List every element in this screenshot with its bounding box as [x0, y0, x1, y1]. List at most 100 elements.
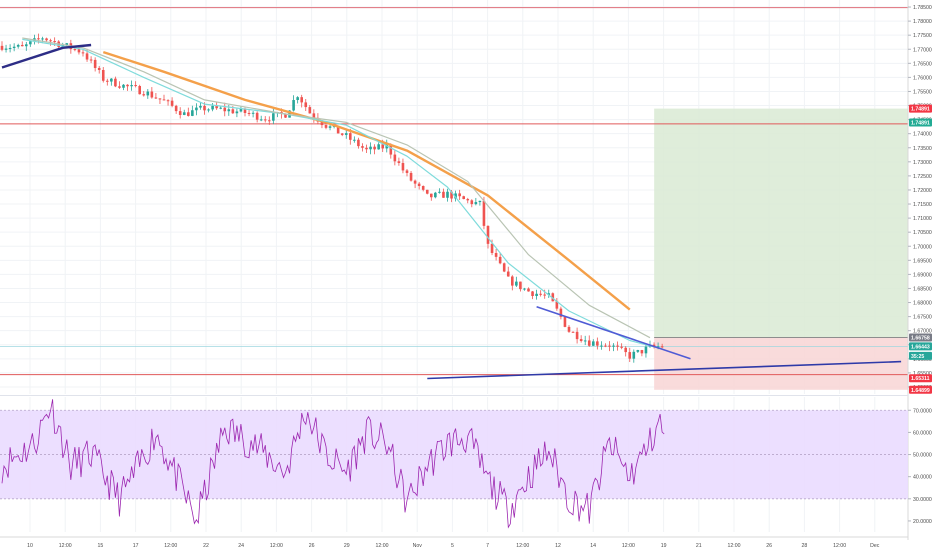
candle-body — [377, 144, 380, 150]
price-axis-label: 1.76000 — [913, 75, 932, 81]
candle-body — [158, 98, 162, 100]
candle-body — [369, 146, 372, 150]
candle-body — [97, 67, 101, 70]
candle-body — [353, 139, 356, 141]
candle-body — [349, 133, 352, 140]
price-axis-label: 1.72000 — [913, 188, 932, 194]
price-axis-label: 1.74000 — [913, 132, 932, 138]
candle-body — [8, 48, 12, 50]
time-axis-label: 12:00 — [59, 543, 72, 549]
rsi-line — [1, 399, 665, 529]
candle-body — [490, 243, 494, 253]
candle-body — [511, 276, 514, 286]
candle-body — [596, 341, 599, 346]
candle-body — [268, 120, 271, 122]
price-axis-label: 1.78500 — [913, 5, 932, 11]
candle-body — [138, 85, 141, 95]
candle-body — [118, 86, 121, 88]
candle-body — [478, 200, 482, 203]
candle-body — [401, 163, 405, 171]
price-tag — [909, 342, 932, 351]
candle-body — [37, 38, 40, 40]
candle-body — [4, 48, 8, 50]
candle-body — [182, 112, 186, 115]
candle-body — [636, 350, 640, 352]
candle-body — [506, 271, 510, 277]
price-axis-label: 1.67000 — [913, 329, 932, 335]
candle-body — [292, 100, 295, 111]
candle-body — [211, 105, 214, 110]
candle-body — [454, 193, 457, 199]
candle-body — [207, 109, 210, 111]
position-target-zone[interactable] — [654, 108, 908, 338]
candle-body — [12, 46, 16, 49]
time-axis-label: 15 — [98, 543, 104, 549]
candle-body — [255, 112, 259, 120]
time-axis-label: 28 — [802, 543, 808, 549]
candle-body — [41, 38, 44, 40]
time-axis-label: Dec — [870, 543, 880, 549]
candle-body — [434, 192, 437, 198]
price-axis-label: 1.70000 — [913, 244, 932, 250]
candle-body — [243, 108, 247, 113]
time-axis-label: 12:00 — [270, 543, 283, 549]
candle-body — [640, 350, 644, 354]
candle-body — [425, 189, 429, 194]
time-axis-label: 22 — [203, 543, 209, 549]
rsi-axis-label: 30.0000 — [913, 497, 932, 503]
rsi-axis-label: 40.0000 — [913, 475, 932, 481]
price-tag-label: 35:25 — [911, 354, 924, 360]
candle-body — [29, 41, 32, 45]
candle-body — [583, 340, 587, 342]
candle-body — [519, 281, 522, 290]
position-stop-zone[interactable] — [654, 337, 908, 390]
candle-body — [150, 91, 154, 98]
candle-body — [101, 69, 105, 81]
time-axis-label: 29 — [344, 543, 350, 549]
time-axis-label: 12 — [555, 543, 561, 549]
time-axis-label: 12:00 — [516, 543, 529, 549]
price-axis-label: 1.69000 — [913, 272, 932, 278]
candle-body — [486, 225, 490, 244]
candle-body — [474, 202, 478, 205]
candle-body — [166, 100, 170, 102]
moving-average-line — [1, 43, 92, 69]
candle-body — [324, 125, 328, 128]
candle-body — [357, 139, 360, 147]
trendline — [427, 360, 902, 380]
candle-body — [239, 108, 243, 112]
candle-body — [340, 133, 344, 135]
price-axis-label: 1.71000 — [913, 216, 932, 222]
candle-body — [170, 100, 174, 106]
candle-body — [203, 105, 206, 111]
candle-body — [77, 49, 81, 53]
candle-body — [656, 346, 660, 348]
candle-body — [624, 347, 627, 353]
candle-body — [247, 112, 251, 114]
candle-body — [498, 256, 502, 264]
candle-body — [579, 339, 583, 342]
price-tag — [909, 118, 932, 127]
candle-body — [73, 49, 77, 51]
candle-body — [612, 345, 615, 347]
candle-body — [563, 316, 567, 327]
rsi-axis-label: 50.0000 — [913, 453, 932, 459]
candle-body — [126, 84, 129, 87]
candle-body — [300, 97, 303, 103]
candle-body — [284, 114, 287, 118]
candle-body — [219, 107, 222, 109]
candle-body — [515, 281, 518, 286]
candle-body — [604, 345, 607, 347]
candle-body — [146, 91, 150, 96]
candle-body — [413, 180, 417, 184]
moving-average-line — [102, 50, 631, 311]
candle-body — [312, 113, 316, 118]
candle-body — [93, 59, 97, 68]
time-axis-label: Nov — [413, 543, 423, 549]
moving-average-line — [22, 38, 663, 350]
candle-body — [446, 191, 449, 198]
candle-body — [199, 105, 202, 108]
candle-body — [235, 111, 239, 114]
